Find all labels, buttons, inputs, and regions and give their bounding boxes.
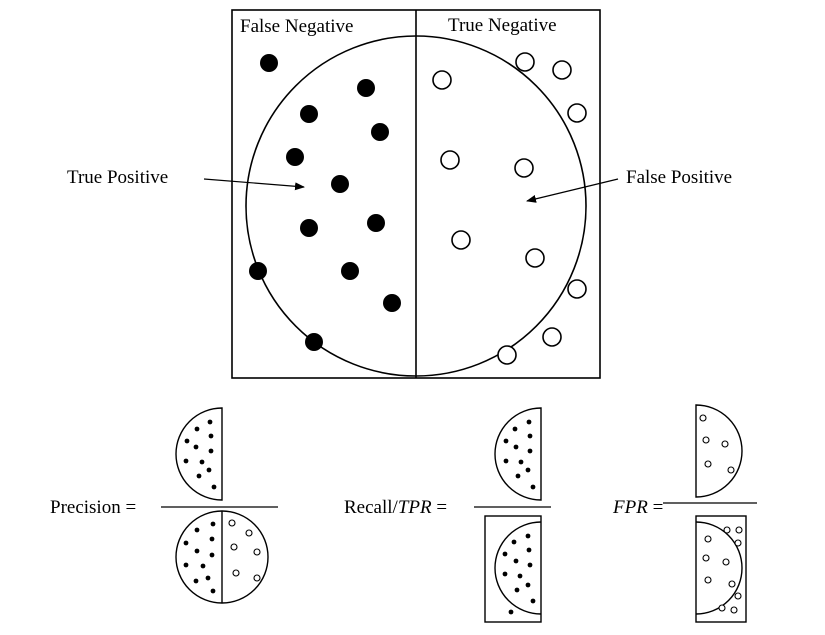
main-diagram: False Negative True Negative True Positi… [67,9,732,379]
fpr-denominator-half-circle [696,521,743,615]
precision-label: Precision = [50,497,136,518]
irrelevant-point [525,248,545,268]
relevant-points [249,54,401,351]
relevant-point [371,123,389,141]
irrelevant-point [567,103,587,123]
relevant-point [357,79,375,97]
irrelevant-point [451,230,471,250]
precision-formula: Precision = [50,407,278,604]
recall-numerator-half-circle [494,407,542,501]
recall-formula: Recall/TPR = [344,407,551,623]
recall-label: Recall/TPR = [344,497,447,518]
relevant-point [300,219,318,237]
fpr-formula: FPR = [612,404,757,623]
relevant-point [305,333,323,351]
relevant-point [331,175,349,193]
irrelevant-point [432,70,452,90]
false-negative-label: False Negative [240,16,353,37]
recall-denominator-dots [502,533,536,615]
recall-denominator-half-circle [494,521,541,615]
fpr-label: FPR = [612,497,663,518]
false-positive-label: False Positive [626,167,732,188]
relevant-point [300,105,318,123]
relevant-point [249,262,267,280]
irrelevant-point [440,150,460,170]
precision-denominator-hollow-dots [228,519,261,582]
fpr-denominator-box [695,515,747,623]
irrelevant-point [515,52,535,72]
true-positive-label: True Positive [67,167,168,188]
precision-numerator-half-circle [175,407,223,501]
false-positive-arrow [526,178,619,203]
recall-numerator-dots [503,419,536,490]
fpr-numerator-half-circle [695,404,743,498]
selected-circle [245,35,587,377]
irrelevant-points [432,52,587,365]
relevant-point [383,294,401,312]
fpr-numerator-hollow-dots [699,414,735,474]
relevant-point [286,148,304,166]
fpr-denominator-hollow-dots [702,526,743,614]
irrelevant-point [552,60,572,80]
irrelevant-point [542,327,562,347]
relevant-point [341,262,359,280]
precision-numerator-dots [183,419,217,490]
relevant-point [367,214,385,232]
true-positive-arrow [203,178,305,191]
irrelevant-point [497,345,517,365]
precision-denominator-dots [183,521,216,594]
relevant-point [260,54,278,72]
recall-denominator-box [484,515,542,623]
irrelevant-point [567,279,587,299]
true-negative-label: True Negative [448,15,557,36]
irrelevant-point [514,158,534,178]
